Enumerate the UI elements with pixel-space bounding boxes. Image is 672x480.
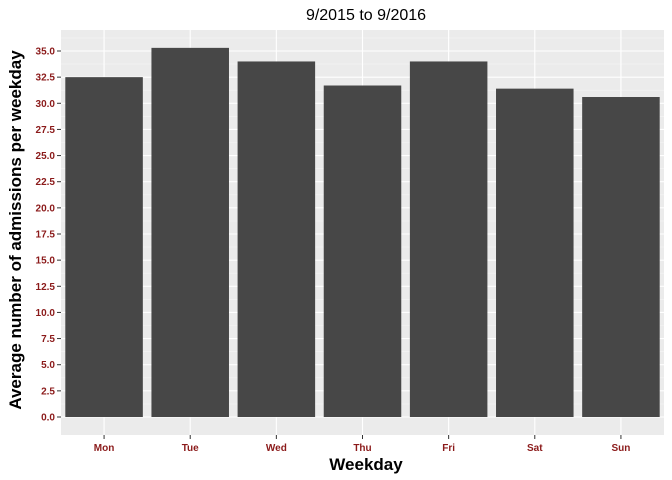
x-tick-label: Fri <box>442 443 455 454</box>
y-tick-label: 22.5 <box>36 177 56 188</box>
x-tick-label: Thu <box>353 443 371 454</box>
y-tick-label: 30.0 <box>36 99 56 110</box>
x-axis-ticks: Mon Tue Wed Thu Fri Sat Sun <box>94 435 630 454</box>
x-tick-label: Mon <box>94 443 115 454</box>
y-tick-label: 7.5 <box>41 334 55 345</box>
y-tick-label: 5.0 <box>41 360 55 371</box>
x-axis-title: Weekday <box>329 455 403 474</box>
bar-tue <box>151 47 229 418</box>
bars-group <box>65 47 660 418</box>
y-tick-label: 25.0 <box>36 151 56 162</box>
x-tick-label: Tue <box>182 443 199 454</box>
bar-sun <box>582 97 660 418</box>
y-axis-ticks: 0.0 2.5 5.0 7.5 10.0 12.5 15.0 17.5 20.0 22.5 25.0… <box>36 47 61 424</box>
bar-thu <box>323 85 402 417</box>
x-tick-label: Sat <box>527 443 543 454</box>
y-tick-label: 10.0 <box>36 308 56 319</box>
y-tick-label: 17.5 <box>36 230 56 241</box>
y-tick-label: 15.0 <box>36 256 56 267</box>
y-tick-label: 12.5 <box>36 282 56 293</box>
y-tick-label: 32.5 <box>36 73 56 84</box>
y-tick-label: 0.0 <box>41 413 55 424</box>
y-tick-label: 35.0 <box>36 47 56 58</box>
chart-title: 9/2015 to 9/2016 <box>306 7 426 24</box>
y-tick-label: 2.5 <box>41 386 55 397</box>
bar-mon <box>65 77 143 418</box>
bar-wed <box>237 61 316 417</box>
bar-sat <box>496 88 574 417</box>
x-tick-label: Wed <box>266 443 287 454</box>
y-axis-title: Average number of admissions per weekday <box>6 50 25 410</box>
y-tick-label: 27.5 <box>36 125 56 136</box>
x-tick-label: Sun <box>611 443 630 454</box>
bar-fri <box>409 61 488 417</box>
y-tick-label: 20.0 <box>36 203 56 214</box>
